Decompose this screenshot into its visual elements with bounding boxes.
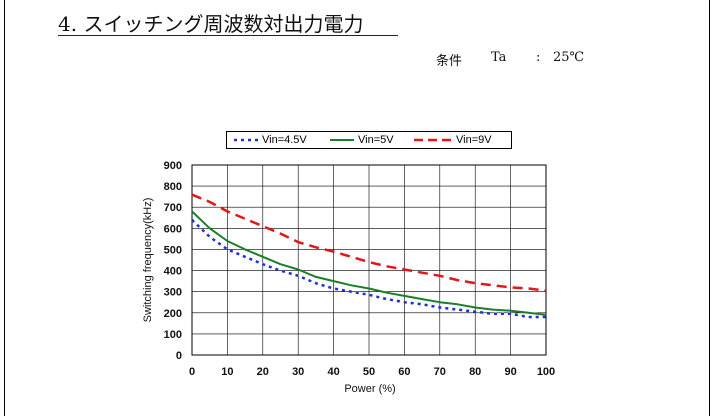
legend-label-vin-4-5v: Vin=4.5V: [262, 134, 307, 146]
y-tick-label: 500: [164, 244, 182, 256]
legend-item-vin-5v: Vin=5V: [329, 132, 394, 148]
title-underline: [58, 35, 398, 36]
series-line-vin-9v: [191, 193, 547, 292]
legend-label-vin-9v: Vin=9V: [456, 134, 492, 146]
chart-legend: Vin=4.5V Vin=5V Vin=9V: [226, 131, 512, 149]
y-tick-label: 800: [164, 181, 182, 193]
x-axis-title: Power (%): [344, 383, 395, 395]
x-tick-label: 70: [434, 366, 446, 378]
x-tick-label: 100: [537, 366, 555, 378]
series-line-vin-4-5v: [191, 218, 546, 319]
legend-item-vin-4-5v: Vin=4.5V: [233, 132, 307, 148]
legend-swatch-dashed: [414, 138, 452, 142]
page-frame: [4, 0, 710, 416]
condition-label: 条件: [436, 54, 463, 69]
y-tick-label: 700: [164, 202, 182, 214]
page-title: 4. スイッチング周波数対出力電力: [58, 12, 364, 36]
y-tick-label: 400: [164, 266, 182, 278]
x-tick-label: 40: [327, 366, 339, 378]
x-tick-label: 80: [469, 366, 481, 378]
x-tick-label: 90: [504, 366, 516, 378]
legend-label-vin-5v: Vin=5V: [358, 134, 394, 146]
y-tick-label: 0: [176, 350, 182, 362]
y-axis-title: Switching frequency(kHz): [142, 198, 154, 323]
condition-value: 25℃: [553, 50, 585, 65]
x-tick-label: 50: [363, 366, 375, 378]
x-tick-label: 60: [398, 366, 410, 378]
series-line-vin-5v: [191, 210, 547, 316]
x-tick-label: 30: [292, 366, 304, 378]
x-tick-label: 10: [221, 366, 233, 378]
legend-item-vin-9v: Vin=9V: [413, 132, 492, 148]
condition-separator: :: [536, 50, 541, 65]
y-tick-label: 300: [164, 287, 182, 299]
x-tick-label: 0: [189, 366, 195, 378]
legend-swatch-solid: [330, 139, 354, 141]
y-tick-label: 100: [164, 329, 182, 341]
y-tick-label: 900: [164, 160, 182, 172]
x-tick-label: 20: [257, 366, 269, 378]
condition-param: Ta: [491, 50, 507, 65]
y-tick-label: 200: [164, 308, 182, 320]
y-tick-label: 600: [164, 223, 182, 235]
